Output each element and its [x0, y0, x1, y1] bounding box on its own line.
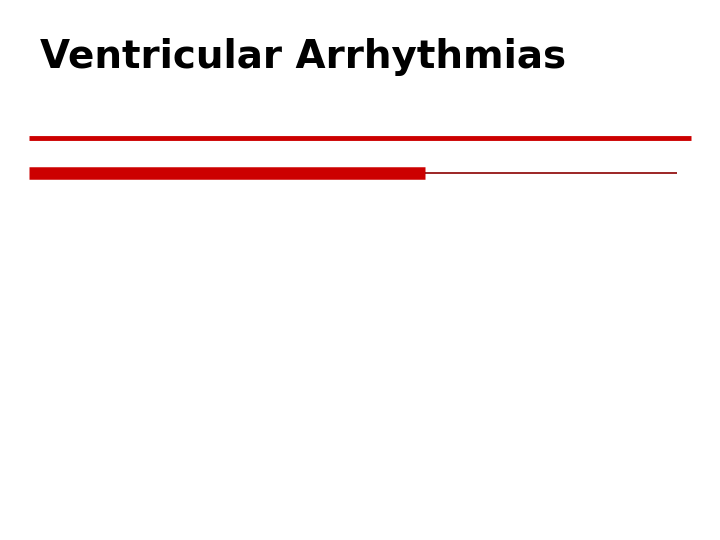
- Text: Ventricular Arrhythmias: Ventricular Arrhythmias: [40, 38, 566, 76]
